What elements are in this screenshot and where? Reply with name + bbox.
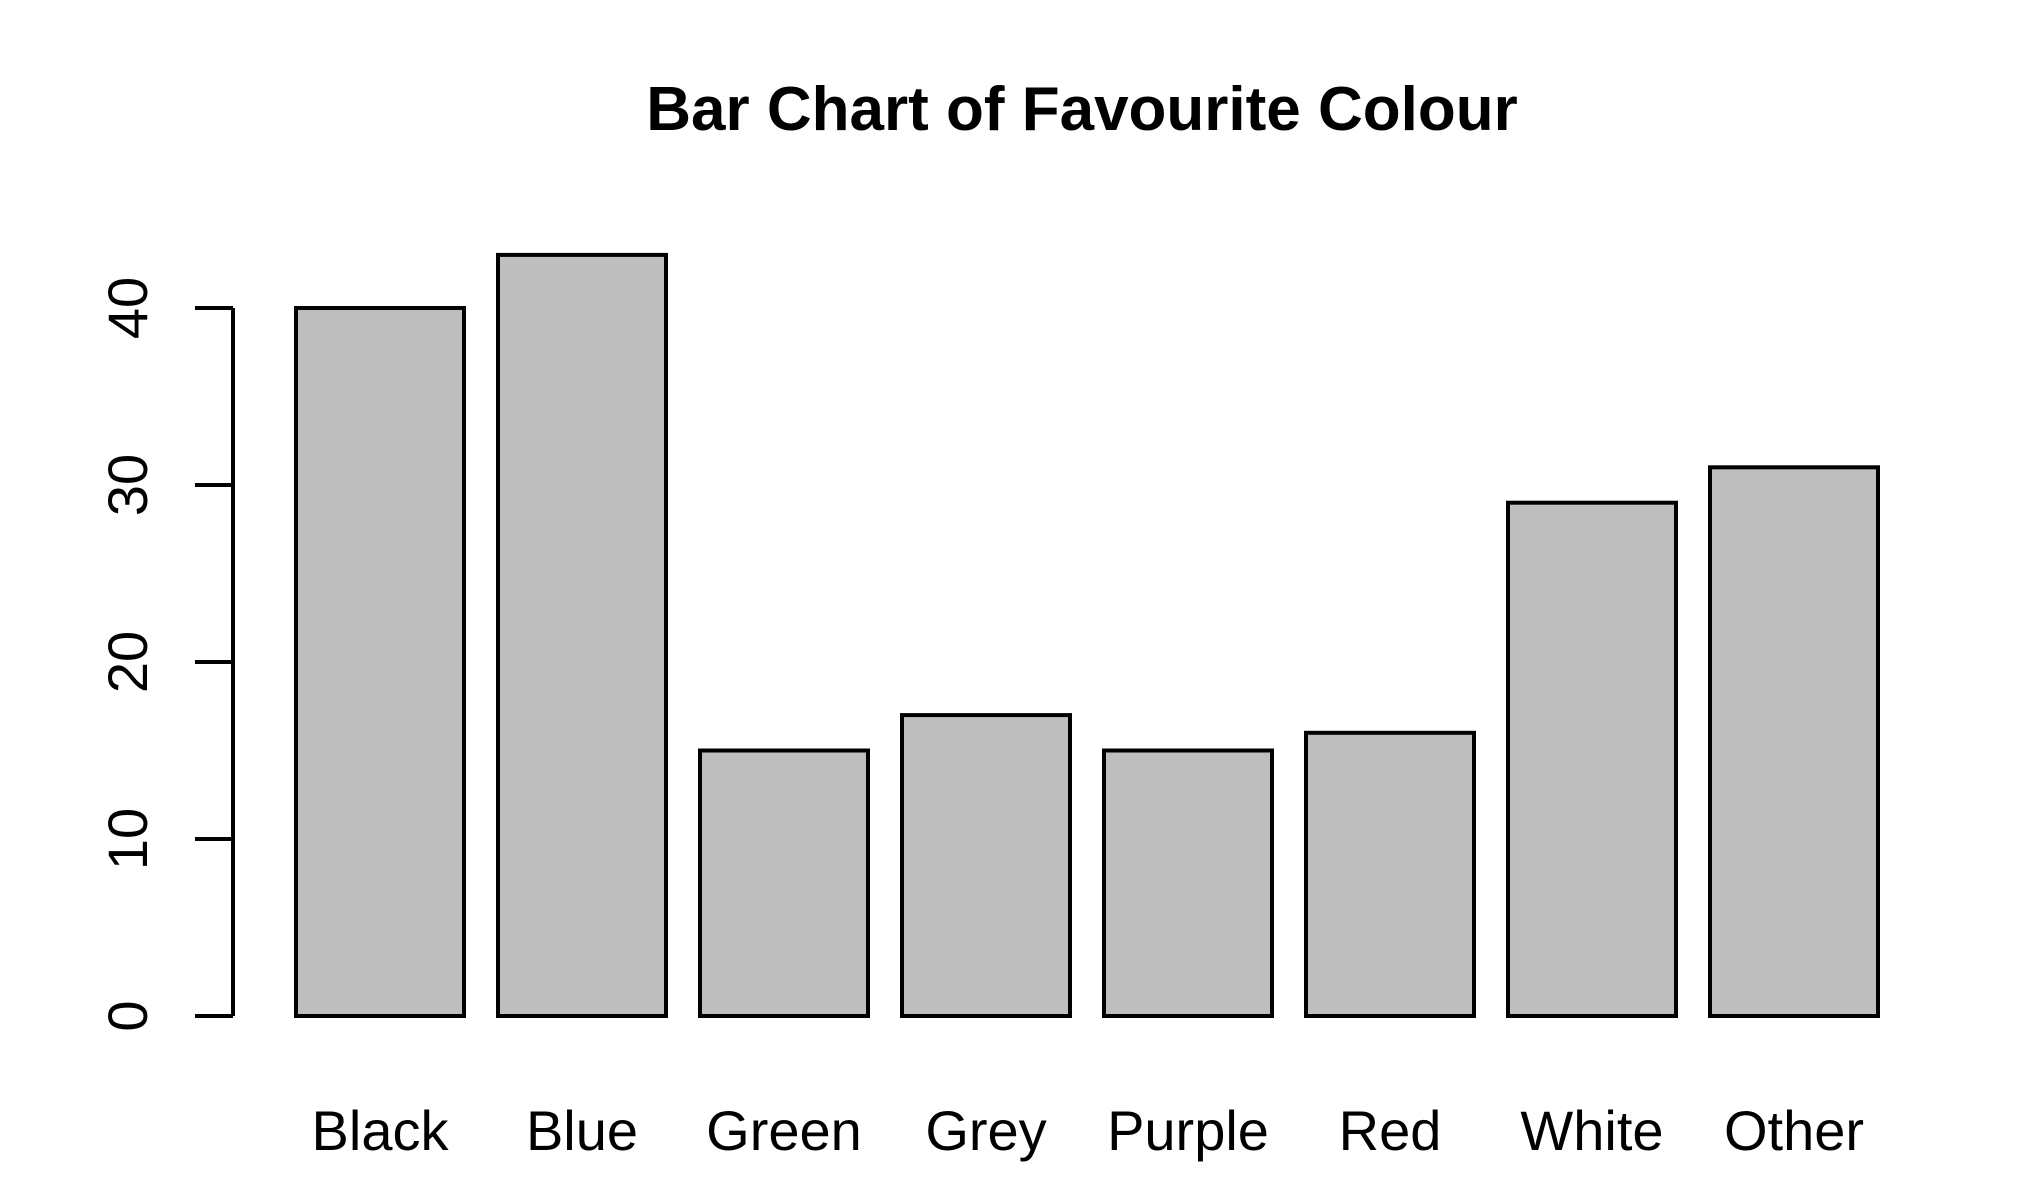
x-tick-label: Grey <box>925 1099 1046 1162</box>
x-tick-label: Other <box>1724 1099 1864 1162</box>
chart-title: Bar Chart of Favourite Colour <box>646 75 1518 144</box>
bar-other <box>1708 465 1880 1018</box>
y-axis: 0 10 20 30 40 <box>96 277 235 1032</box>
bar-white <box>1506 500 1678 1018</box>
x-tick-label: Red <box>1339 1099 1442 1162</box>
x-tick-label: Purple <box>1107 1099 1269 1162</box>
bars-group <box>294 252 1880 1018</box>
bar-grey <box>900 713 1072 1018</box>
y-tick-label: 0 <box>96 1000 159 1031</box>
bar-purple <box>1102 748 1274 1018</box>
x-tick-label: White <box>1520 1099 1663 1162</box>
y-tick-label: 20 <box>96 631 159 693</box>
x-axis-labels: Black Blue Green Grey Purple Red White Other <box>312 1099 1865 1162</box>
bar-black <box>294 306 466 1018</box>
y-tick-label: 10 <box>96 808 159 870</box>
x-tick-label: Green <box>706 1099 862 1162</box>
y-tick-label: 40 <box>96 277 159 339</box>
bar-blue <box>496 252 668 1018</box>
x-tick-label: Blue <box>526 1099 638 1162</box>
bar-red <box>1304 730 1476 1018</box>
x-tick-label: Black <box>312 1099 450 1162</box>
bar-green <box>698 748 870 1018</box>
y-tick-label: 30 <box>96 454 159 516</box>
